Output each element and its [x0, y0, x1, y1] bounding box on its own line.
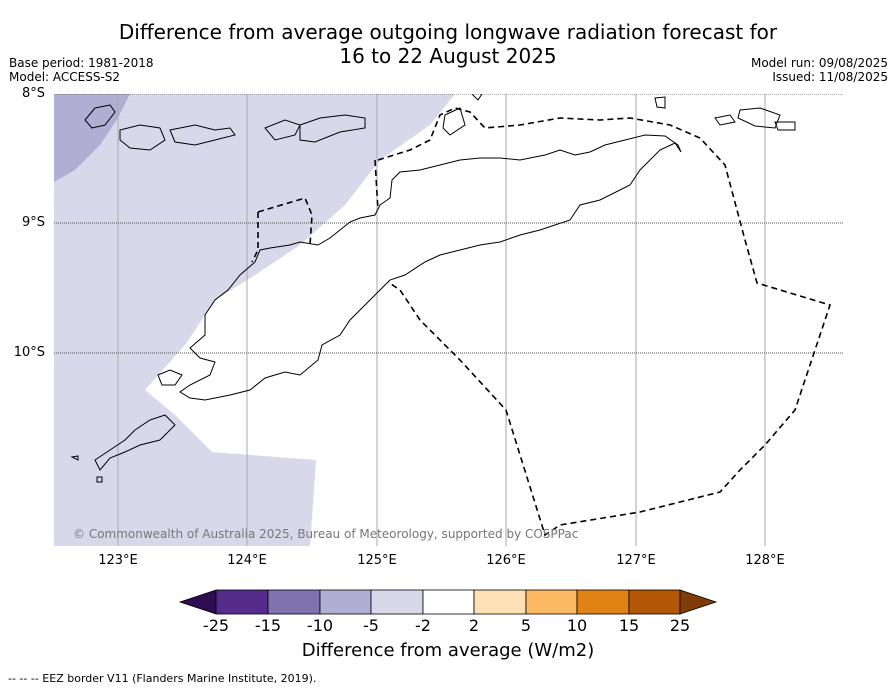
lon-label-128e: 128°E [745, 553, 785, 568]
map-title-line2: 16 to 22 August 2025 [339, 44, 557, 68]
colorbar-tick: -5 [363, 616, 379, 635]
colorbar-tick: 5 [520, 616, 532, 635]
colorbar-cell [215, 589, 269, 615]
map-title-line1: Difference from average outgoing longwav… [118, 20, 778, 44]
lon-label-124e: 124°E [227, 553, 267, 568]
colorbar-cell [473, 589, 527, 615]
colorbar-cell [267, 589, 321, 615]
colorbar-tick: -2 [415, 616, 431, 635]
colorbar-tick: -25 [202, 616, 230, 635]
timor-coastline [179, 134, 682, 401]
south-islands [70, 369, 183, 483]
lat-label-10s: 10°S [13, 345, 45, 360]
lat-label-9s: 9°S [21, 215, 45, 230]
issued-date: Issued: 11/08/2025 [772, 70, 888, 84]
colorbar [178, 589, 718, 615]
colorbar-tick: 15 [618, 616, 640, 635]
colorbar-tick: -10 [306, 616, 334, 635]
lon-label-127e: 127°E [616, 553, 656, 568]
meta-right: Model run: 09/08/2025 Issued: 11/08/2025 [751, 56, 888, 84]
map-title: Difference from average outgoing longwav… [0, 20, 896, 68]
meta-left: Base period: 1981-2018 Model: ACCESS-S2 [9, 56, 154, 84]
model-name: Model: ACCESS-S2 [9, 70, 121, 84]
colorbar-cell [525, 589, 578, 615]
colorbar-tick: 10 [566, 616, 588, 635]
colorbar-cell [319, 589, 372, 615]
colorbar-label: Difference from average (W/m2) [301, 640, 595, 661]
colorbar-high-extend [679, 589, 718, 615]
colorbar-cell [576, 589, 630, 615]
colorbar-tick: 2 [468, 616, 480, 635]
copyright-notice: © Commonwealth of Australia 2025, Bureau… [73, 527, 579, 541]
north-islands [84, 94, 796, 151]
lat-label-8s: 8°S [21, 86, 45, 101]
colorbar-cell [628, 589, 681, 615]
colorbar-low-extend [178, 589, 217, 615]
colorbar-cell [422, 589, 475, 615]
lon-label-125e: 125°E [357, 553, 397, 568]
lon-label-126e: 126°E [486, 553, 526, 568]
map-gridlines [117, 94, 766, 546]
anomaly-region-light [54, 94, 455, 546]
eez-footnote: -- -- -- EEZ border V11 (Flanders Marine… [8, 672, 317, 685]
base-period: Base period: 1981-2018 [9, 56, 154, 70]
lon-label-123e: 123°E [98, 553, 138, 568]
colorbar-tick: 25 [669, 616, 691, 635]
map-area [54, 94, 843, 546]
colorbar-cell [370, 589, 424, 615]
anomaly-region-medium [54, 94, 130, 182]
colorbar-tick: -15 [254, 616, 282, 635]
model-run: Model run: 09/08/2025 [750, 56, 888, 70]
